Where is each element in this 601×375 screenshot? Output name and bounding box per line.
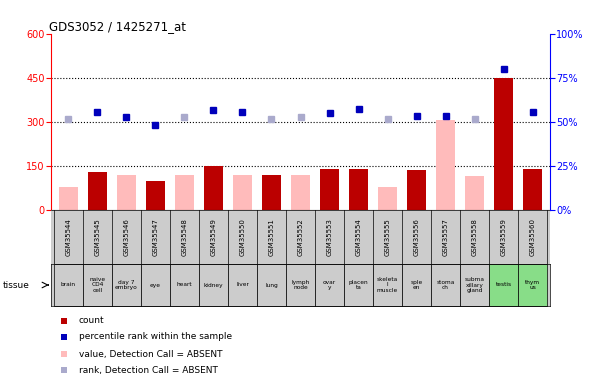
Text: eye: eye — [150, 282, 161, 288]
Text: testis: testis — [495, 282, 511, 288]
Text: GSM35545: GSM35545 — [94, 218, 100, 256]
Text: GSM35554: GSM35554 — [356, 218, 362, 256]
Bar — [146, 181, 165, 210]
Bar — [204, 166, 223, 210]
Text: GSM35546: GSM35546 — [123, 218, 129, 256]
Text: ovar
y: ovar y — [323, 280, 336, 290]
Bar — [431, 264, 460, 306]
Text: GSM35547: GSM35547 — [153, 218, 159, 256]
Bar — [518, 264, 547, 306]
Text: GSM35553: GSM35553 — [326, 218, 332, 256]
Bar — [349, 169, 368, 210]
Text: GSM35559: GSM35559 — [501, 218, 507, 256]
Bar — [112, 264, 141, 306]
Text: GSM35557: GSM35557 — [442, 218, 448, 256]
Bar — [494, 78, 513, 210]
Text: heart: heart — [177, 282, 192, 288]
Text: GSM35552: GSM35552 — [297, 218, 304, 256]
Text: rank, Detection Call = ABSENT: rank, Detection Call = ABSENT — [79, 366, 218, 375]
Bar — [141, 264, 170, 306]
Text: lymph
node: lymph node — [291, 280, 310, 290]
Text: naive
CD4
cell: naive CD4 cell — [90, 277, 106, 293]
Bar — [465, 176, 484, 210]
Bar — [54, 264, 83, 306]
Bar — [373, 264, 402, 306]
Bar — [175, 175, 194, 210]
Bar — [262, 175, 281, 210]
Text: GSM35549: GSM35549 — [210, 218, 216, 256]
Bar — [170, 264, 199, 306]
Bar — [344, 264, 373, 306]
Text: value, Detection Call = ABSENT: value, Detection Call = ABSENT — [79, 350, 222, 358]
Text: sple
en: sple en — [410, 280, 423, 290]
Bar — [199, 264, 228, 306]
Text: GDS3052 / 1425271_at: GDS3052 / 1425271_at — [49, 20, 186, 33]
Bar — [523, 169, 542, 210]
Text: GSM35544: GSM35544 — [66, 218, 72, 256]
Text: GSM35551: GSM35551 — [269, 218, 275, 256]
Text: GSM35555: GSM35555 — [385, 218, 391, 256]
Bar — [257, 264, 286, 306]
Text: skeleta
l
muscle: skeleta l muscle — [377, 277, 398, 293]
Text: GSM35556: GSM35556 — [413, 218, 419, 256]
Bar — [228, 264, 257, 306]
Text: placen
ta: placen ta — [349, 280, 368, 290]
Text: day 7
embryo: day 7 embryo — [115, 280, 138, 290]
Text: subma
xillary
gland: subma xillary gland — [465, 277, 484, 293]
Bar — [320, 169, 339, 210]
Bar — [83, 264, 112, 306]
Text: thym
us: thym us — [525, 280, 540, 290]
Text: GSM35560: GSM35560 — [529, 218, 535, 256]
Bar — [489, 264, 518, 306]
Text: tissue: tissue — [3, 280, 30, 290]
Bar — [88, 172, 107, 210]
Bar — [378, 186, 397, 210]
Bar — [117, 175, 136, 210]
Bar — [59, 186, 78, 210]
Bar — [291, 175, 310, 210]
Text: brain: brain — [61, 282, 76, 288]
Text: GSM35548: GSM35548 — [182, 218, 188, 256]
Bar — [402, 264, 431, 306]
Text: liver: liver — [236, 282, 249, 288]
Text: percentile rank within the sample: percentile rank within the sample — [79, 332, 231, 341]
Bar — [407, 170, 426, 210]
Text: stoma
ch: stoma ch — [436, 280, 455, 290]
Text: kidney: kidney — [204, 282, 224, 288]
Bar — [233, 175, 252, 210]
Text: GSM35550: GSM35550 — [239, 218, 245, 256]
Bar — [315, 264, 344, 306]
Text: GSM35558: GSM35558 — [472, 218, 478, 256]
Text: count: count — [79, 316, 104, 326]
Bar — [436, 120, 455, 210]
Bar — [286, 264, 315, 306]
Bar — [460, 264, 489, 306]
Text: lung: lung — [265, 282, 278, 288]
